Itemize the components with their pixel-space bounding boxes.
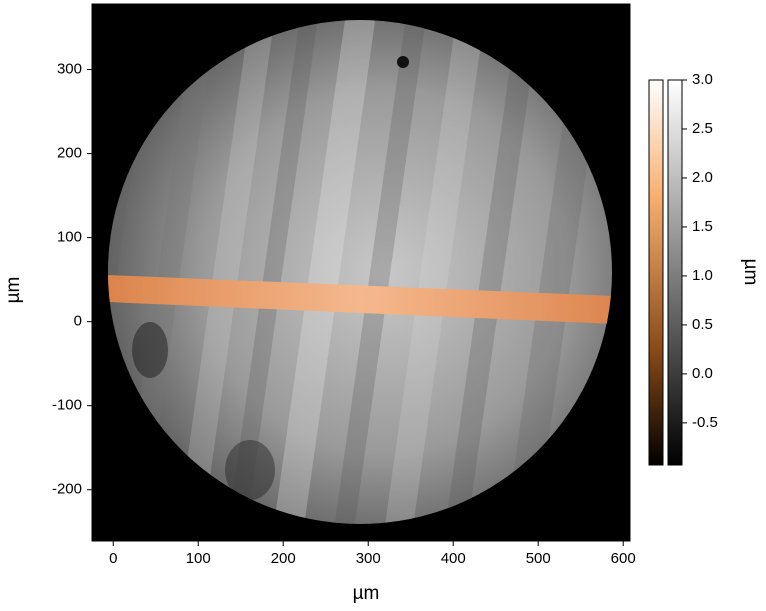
x-tick-label: 400 [441,550,466,567]
colorbar-tick-label: 0.5 [692,316,713,333]
y-tick-label: -200 [52,481,82,498]
x-tick-label: 100 [186,550,211,567]
x-axis-label: µm [353,583,380,604]
image [91,3,631,542]
y-tick-label: 300 [57,61,82,78]
colorbar-tick-label: 0.0 [692,365,713,382]
y-tick-label: 200 [57,145,82,162]
x-tick-label: 200 [271,550,296,567]
colorbar [648,79,683,466]
y-tick-label: 0 [74,313,82,330]
colorbar-label: µm [740,259,761,286]
colorbar-tick-label: 2.0 [692,169,713,186]
colorbar-tick-label: 1.5 [692,218,713,235]
colorbar-tick-label: 2.5 [692,120,713,137]
colorbar-tick-label: 3.0 [692,71,713,88]
x-tick-label: 300 [356,550,381,567]
x-tick-label: 500 [526,550,551,567]
colorbar-tick-label: 1.0 [692,267,713,284]
colorbar-tick-label: -0.5 [692,414,718,431]
x-tick-label: 0 [109,550,117,567]
y-tick-label: -100 [52,397,82,414]
y-axis-label: µm [3,277,24,304]
y-tick-label: 100 [57,229,82,246]
x-tick-label: 600 [611,550,636,567]
